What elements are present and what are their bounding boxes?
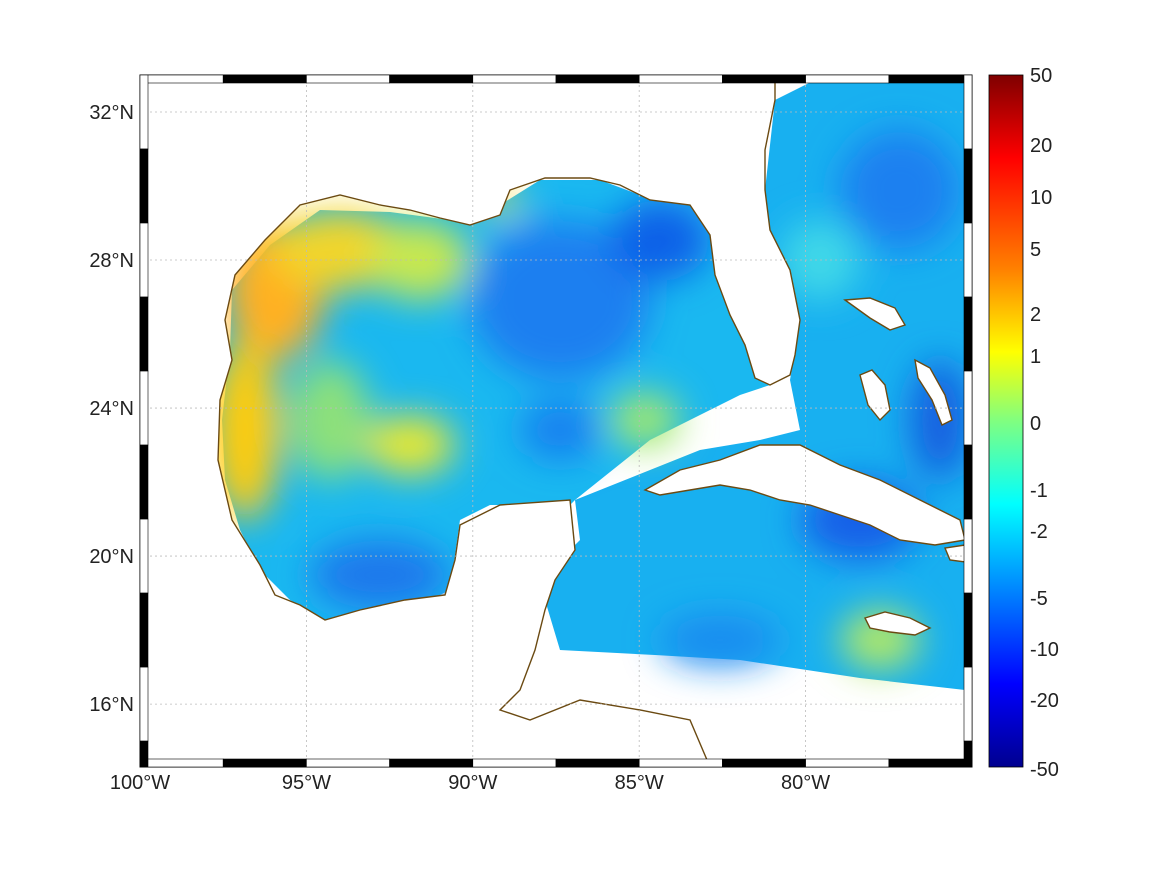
border-left-seg-7 [139, 592, 149, 668]
border-left-seg-1 [139, 148, 149, 224]
border-right-seg-3 [963, 296, 973, 372]
border-left-seg-5 [139, 444, 149, 520]
border-left-seg-8 [139, 666, 149, 742]
colorbar-tick-label: -5 [1030, 588, 1048, 610]
border-right-seg-1 [963, 148, 973, 224]
lat-tick-label: 32°N [89, 102, 134, 124]
colorbar-tick-label: 50 [1030, 65, 1052, 87]
colorbar-tick-label: -50 [1030, 759, 1059, 781]
border-left-seg-0 [139, 74, 149, 150]
land-masses [140, 75, 966, 767]
colorbar-tick-label: -20 [1030, 690, 1059, 712]
border-top-seg-0 [139, 74, 224, 84]
border-top-seg-5 [555, 74, 640, 84]
lat-tick-label: 28°N [89, 250, 134, 272]
lat-tick-label: 24°N [89, 398, 134, 420]
colorbar-tick-label: -1 [1030, 480, 1048, 502]
lon-tick-label: 85°W [615, 772, 664, 794]
colorbar-tick-label: 0 [1030, 413, 1041, 435]
border-bottom-seg-9 [888, 758, 973, 768]
border-bottom-seg-7 [722, 758, 806, 768]
border-bottom-seg-5 [555, 758, 640, 768]
border-left-seg-3 [139, 296, 149, 372]
border-right-seg-7 [963, 592, 973, 668]
latitude-labels: 32°N 28°N 24°N 20°N 16°N [89, 102, 134, 716]
lon-tick-label: 80°W [781, 772, 830, 794]
border-right-seg-9 [963, 740, 973, 768]
border-bottom-seg-1 [222, 758, 307, 768]
lat-tick-label: 16°N [89, 694, 134, 716]
border-top-seg-4 [472, 74, 557, 84]
colorbar-tick-label: 1 [1030, 346, 1041, 368]
border-right-seg-6 [963, 518, 973, 594]
border-top-seg-3 [389, 74, 474, 84]
border-top-seg-2 [306, 74, 390, 84]
colorbar-tick-label: -10 [1030, 639, 1059, 661]
jamaica [864, 611, 932, 636]
lat-tick-label: 20°N [89, 546, 134, 568]
border-top-seg-8 [805, 74, 890, 84]
border-bottom-seg-4 [472, 758, 557, 768]
longitude-labels: 100°W 95°W 90°W 85°W 80°W [110, 772, 830, 794]
border-right-seg-0 [963, 74, 973, 150]
border-right-seg-2 [963, 222, 973, 298]
border-bottom-seg-2 [306, 758, 390, 768]
map-border-checkers [139, 74, 973, 768]
border-right-seg-5 [963, 444, 973, 520]
border-top-seg-9 [888, 74, 973, 84]
border-top-seg-7 [722, 74, 806, 84]
border-right-seg-8 [963, 666, 973, 742]
border-bottom-seg-0 [139, 758, 224, 768]
colorbar-tick-label: 10 [1030, 187, 1052, 209]
cuba [643, 444, 966, 546]
colorbar-tick-label: 2 [1030, 304, 1041, 326]
lon-tick-label: 90°W [448, 772, 497, 794]
border-bottom-seg-3 [389, 758, 474, 768]
border-left-seg-2 [139, 222, 149, 298]
border-top-seg-1 [222, 74, 307, 84]
grid-lines [140, 75, 972, 767]
colorbar-tick-label: -2 [1030, 521, 1048, 543]
bahamas-eleuthera [914, 358, 953, 426]
colorbar [988, 74, 1024, 768]
lon-tick-label: 100°W [110, 772, 170, 794]
colorbar-tick-label: 5 [1030, 239, 1041, 261]
colorbar-tick-label: 20 [1030, 135, 1052, 157]
border-left-seg-6 [139, 518, 149, 594]
border-top-seg-6 [638, 74, 723, 84]
border-right-seg-4 [963, 370, 973, 446]
border-bottom-seg-6 [638, 758, 723, 768]
border-left-seg-4 [139, 370, 149, 446]
border-bottom-seg-8 [805, 758, 890, 768]
lon-tick-label: 95°W [282, 772, 331, 794]
bahamas-andros [859, 369, 891, 422]
bahamas-abaco [843, 297, 907, 331]
north-america-coast [140, 75, 801, 767]
border-left-seg-9 [139, 740, 149, 768]
